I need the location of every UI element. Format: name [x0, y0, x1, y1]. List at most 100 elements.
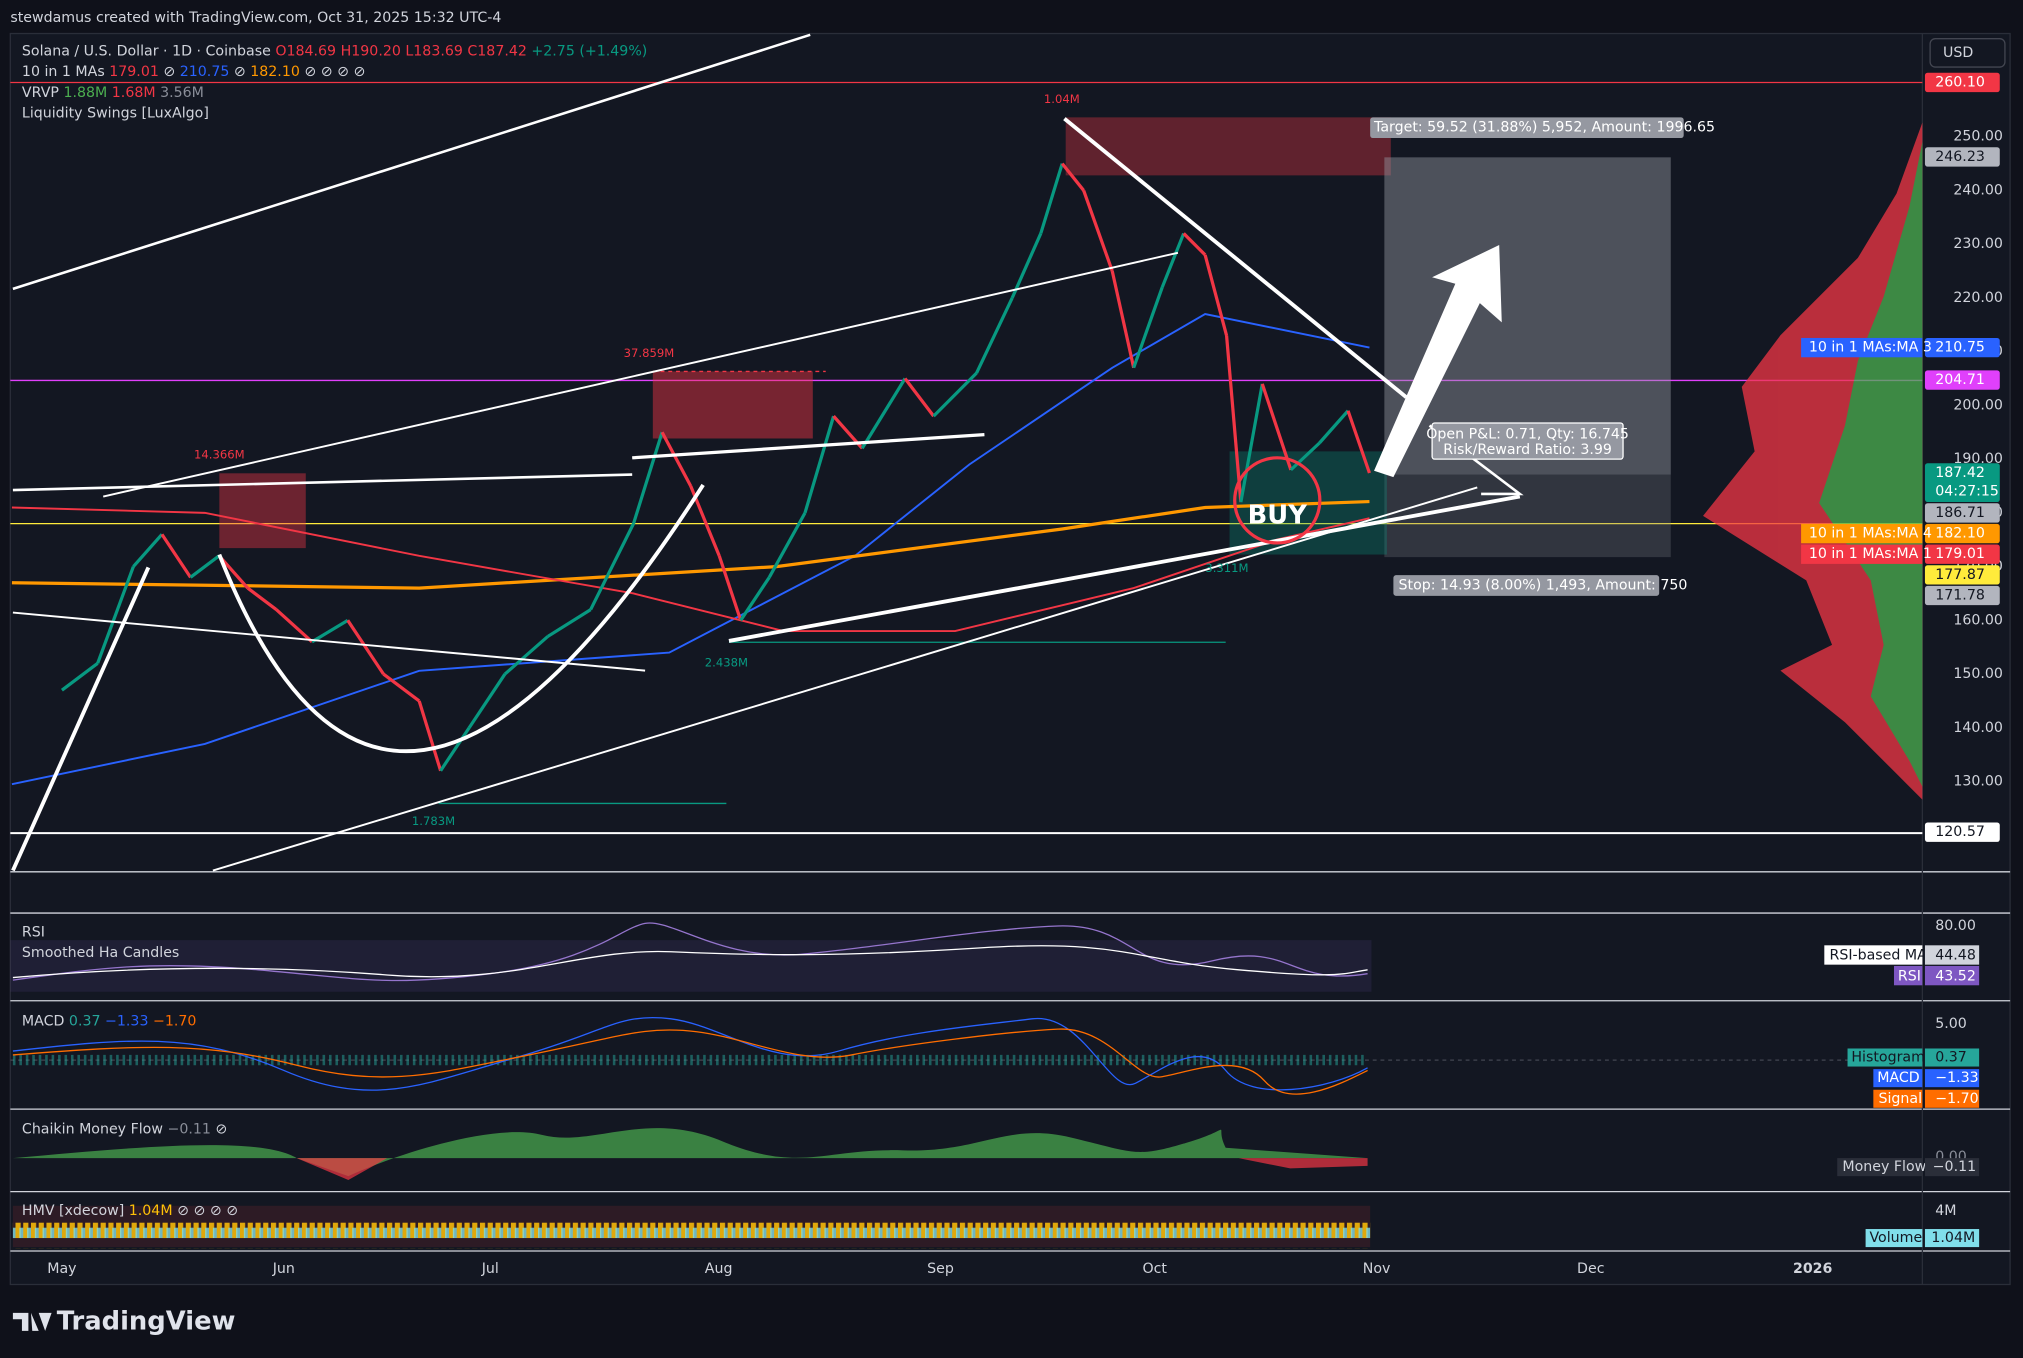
time-label: Oct — [1142, 1261, 1167, 1277]
price-segment — [1039, 163, 1064, 234]
volume-profile — [1703, 122, 1923, 800]
target-zone — [1384, 157, 1671, 475]
chart-area — [9, 32, 2011, 1286]
currency-button[interactable] — [1929, 38, 2006, 68]
time-label: Sep — [927, 1261, 954, 1277]
price-tick-label: 140.00 — [1953, 720, 2003, 736]
legend-mas: 10 in 1 MAs 179.01 ⊘ 210.75 ⊘ 182.10 ⊘ ⊘… — [22, 64, 365, 80]
price-tick-label: 240.00 — [1953, 182, 2003, 198]
time-label: May — [47, 1261, 76, 1277]
flow-tag — [1837, 1158, 1923, 1177]
legend-vrvp: VRVP 1.88M 1.68M 3.56M — [22, 85, 204, 101]
price-segment — [1132, 286, 1164, 369]
rsi-ma-name: RSI-based MA — [1829, 948, 1927, 964]
ma-tag — [1801, 544, 1923, 564]
price-segment — [132, 533, 164, 568]
price-label: 171.78 — [1935, 587, 1985, 603]
price-label-box — [1924, 72, 2000, 93]
stop-zone — [1384, 474, 1671, 558]
price-label: 187.42 — [1935, 465, 1985, 481]
hmv-legend: HMV [xdecow] 1.04M ⊘ ⊘ ⊘ ⊘ — [22, 1203, 238, 1219]
time-label: 2026 — [1793, 1261, 1833, 1277]
rsi-line — [12, 922, 1368, 982]
vrvp-value: 1.88M — [63, 85, 107, 101]
stop-box — [1393, 575, 1660, 596]
countdown: 04:27:15 — [1935, 484, 1999, 500]
rsi-tag — [1893, 965, 1923, 986]
logo: TradingView — [57, 1306, 236, 1336]
currency: USD — [1943, 45, 1973, 61]
hist-value-tag — [1924, 1048, 1980, 1067]
price-label-box — [1924, 822, 2000, 842]
time-label: Jul — [481, 1261, 499, 1277]
volume-note: 3.311M — [1205, 561, 1248, 575]
price-segment — [739, 576, 771, 622]
buy-circle — [1233, 456, 1322, 545]
target-text: Target: 59.52 (31.88%) 5,952, Amount: 19… — [1373, 120, 1715, 136]
vrvp-value: 3.56M — [160, 85, 204, 101]
price-segment — [803, 415, 836, 514]
price-segment — [767, 512, 807, 579]
price-label: 177.87 — [1935, 567, 1985, 583]
price-segment — [346, 619, 385, 675]
price-axis: 250.00240.00230.00220.00210.00200.00190.… — [1801, 72, 2003, 842]
signal-line — [12, 1028, 1368, 1095]
ma-tag-label: 10 in 1 MAs:MA 4 — [1809, 526, 1932, 542]
price-label: 204.71 — [1935, 372, 1985, 388]
logo-icon — [12, 1312, 52, 1331]
signal-value-tag — [1924, 1089, 1980, 1108]
rsi-ma-line — [12, 945, 1368, 979]
time-label: Nov — [1363, 1261, 1391, 1277]
rsi-ma-value: 44.48 — [1935, 948, 1976, 964]
ma-value: 179.01 — [109, 64, 159, 80]
macd-title: MACD — [22, 1013, 65, 1029]
vrvp-name: VRVP — [22, 85, 59, 101]
ohlc: H190.20 — [341, 44, 401, 60]
credit: stewdamus created with TradingView.com, … — [10, 10, 501, 26]
price-segment — [932, 372, 978, 418]
volume-tag — [1865, 1229, 1923, 1248]
price-segment — [1082, 189, 1114, 272]
price-segment — [503, 635, 549, 676]
price-label: 210.75 — [1935, 340, 1985, 356]
price-segment — [1203, 254, 1229, 336]
price-segment — [546, 608, 592, 638]
pnl-text: Open P&L: 0.71, Qty: 16.745 — [1426, 427, 1629, 443]
rsi-band — [10, 940, 1372, 992]
price-segment — [1239, 383, 1264, 503]
cmf-title: Chaikin Money Flow — [22, 1122, 163, 1138]
arrow — [1374, 245, 1502, 478]
price-label-box — [1924, 370, 2000, 390]
volume-note: 2.438M — [705, 655, 748, 669]
price-segment — [382, 672, 421, 703]
price-segment — [1060, 162, 1085, 192]
time-label: Aug — [705, 1261, 733, 1277]
macd-value: −1.33 — [105, 1013, 148, 1029]
price-segment — [311, 618, 349, 644]
vrvp-value: 1.68M — [112, 85, 156, 101]
hist-name: Histogram — [1851, 1050, 1925, 1066]
price-segment — [660, 431, 693, 487]
price-segment — [903, 377, 935, 418]
price-segment — [1318, 409, 1350, 445]
macd-name: MACD — [1877, 1070, 1920, 1086]
price-tick-label: 220.00 — [1953, 290, 2003, 306]
ma-tag-label: 10 in 1 MAs:MA 1 — [1809, 546, 1932, 562]
target-box — [1370, 117, 1684, 138]
legend-symbol: Solana / U.S. Dollar · 1D · Coinbase O18… — [22, 44, 647, 60]
ohlc: L183.69 — [405, 44, 462, 60]
macd-value: 0.37 — [69, 1013, 101, 1029]
price-segment — [1346, 410, 1371, 474]
price-segment — [160, 533, 192, 579]
price-segment — [275, 608, 314, 644]
price-segment — [60, 662, 99, 692]
price-label: 246.23 — [1935, 149, 1985, 165]
price-label: 120.57 — [1935, 824, 1985, 840]
price-segment — [1224, 335, 1243, 503]
rsi-value-tag — [1924, 965, 1980, 986]
ma-value: 210.75 — [180, 64, 230, 80]
supply-zone — [1065, 117, 1391, 176]
hmv-level: 4M — [1935, 1203, 1956, 1219]
price-label-box — [1924, 503, 2000, 523]
price-segment — [96, 566, 135, 664]
